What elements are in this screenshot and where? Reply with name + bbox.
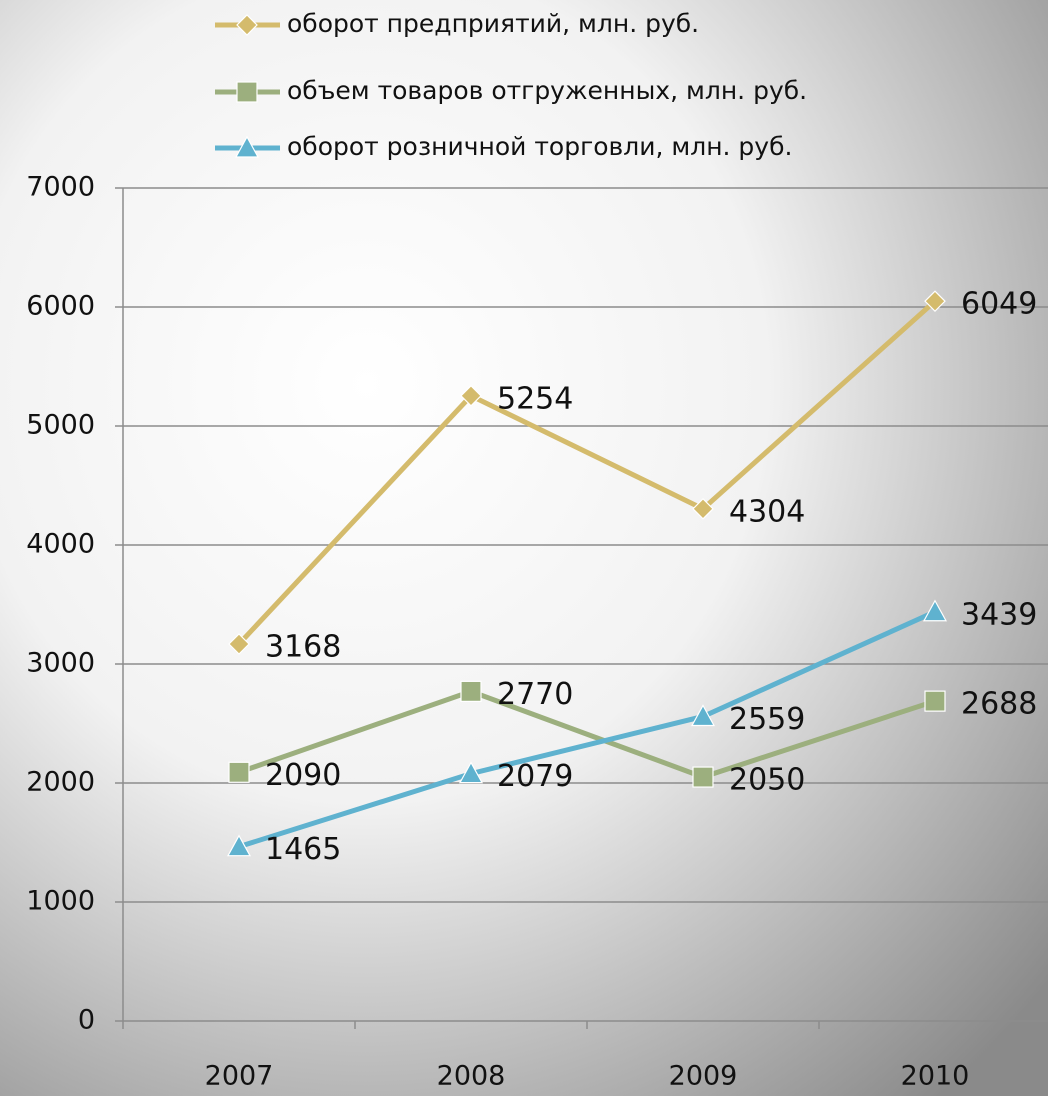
y-tick-label: 1000: [26, 886, 95, 917]
data-point: [692, 497, 714, 520]
legend-label: оборот розничной торговли, млн. руб.: [287, 132, 792, 161]
legend-marker: [236, 81, 258, 103]
legend-label: оборот предприятий, млн. руб.: [287, 9, 699, 38]
y-tick-label: 2000: [26, 767, 95, 798]
data-label: 2090: [265, 758, 341, 793]
data-label: 2050: [729, 763, 805, 798]
data-label: 6049: [961, 287, 1037, 322]
data-label: 1465: [265, 832, 341, 867]
data-label: 3439: [961, 597, 1037, 632]
data-point: [924, 290, 946, 313]
data-point: [924, 690, 946, 712]
data-label: 2688: [961, 687, 1037, 722]
x-tick-label: 2010: [901, 1061, 970, 1092]
data-point: [922, 599, 948, 622]
x-tick-label: 2009: [669, 1061, 738, 1092]
data-point: [228, 633, 250, 655]
data-point: [460, 680, 482, 702]
y-tick-label: 6000: [26, 291, 95, 322]
data-label: 2079: [497, 759, 573, 794]
data-point: [460, 384, 482, 407]
data-point: [690, 704, 716, 727]
y-tick-label: 7000: [26, 172, 95, 203]
legend-label: объем товаров отгруженных, млн. руб.: [287, 76, 807, 105]
data-label: 3168: [265, 630, 341, 665]
x-tick-label: 2008: [437, 1061, 506, 1092]
x-tick-label: 2007: [205, 1061, 274, 1092]
y-tick-label: 5000: [26, 410, 95, 441]
y-tick-label: 4000: [26, 529, 95, 560]
series-line: [238, 688, 936, 780]
data-label: 2770: [497, 677, 573, 712]
legend-marker: [234, 135, 260, 158]
data-point: [228, 761, 250, 783]
series-line: [238, 609, 937, 850]
data-point: [692, 766, 714, 788]
y-tick-label: 3000: [26, 648, 95, 679]
data-point: [458, 761, 484, 784]
data-point: [226, 834, 252, 857]
data-label: 5254: [497, 381, 573, 416]
legend-marker: [236, 14, 258, 36]
data-label: 2559: [729, 702, 805, 737]
data-label: 4304: [729, 494, 805, 529]
series-line: [237, 299, 937, 646]
y-tick-label: 0: [78, 1005, 95, 1036]
